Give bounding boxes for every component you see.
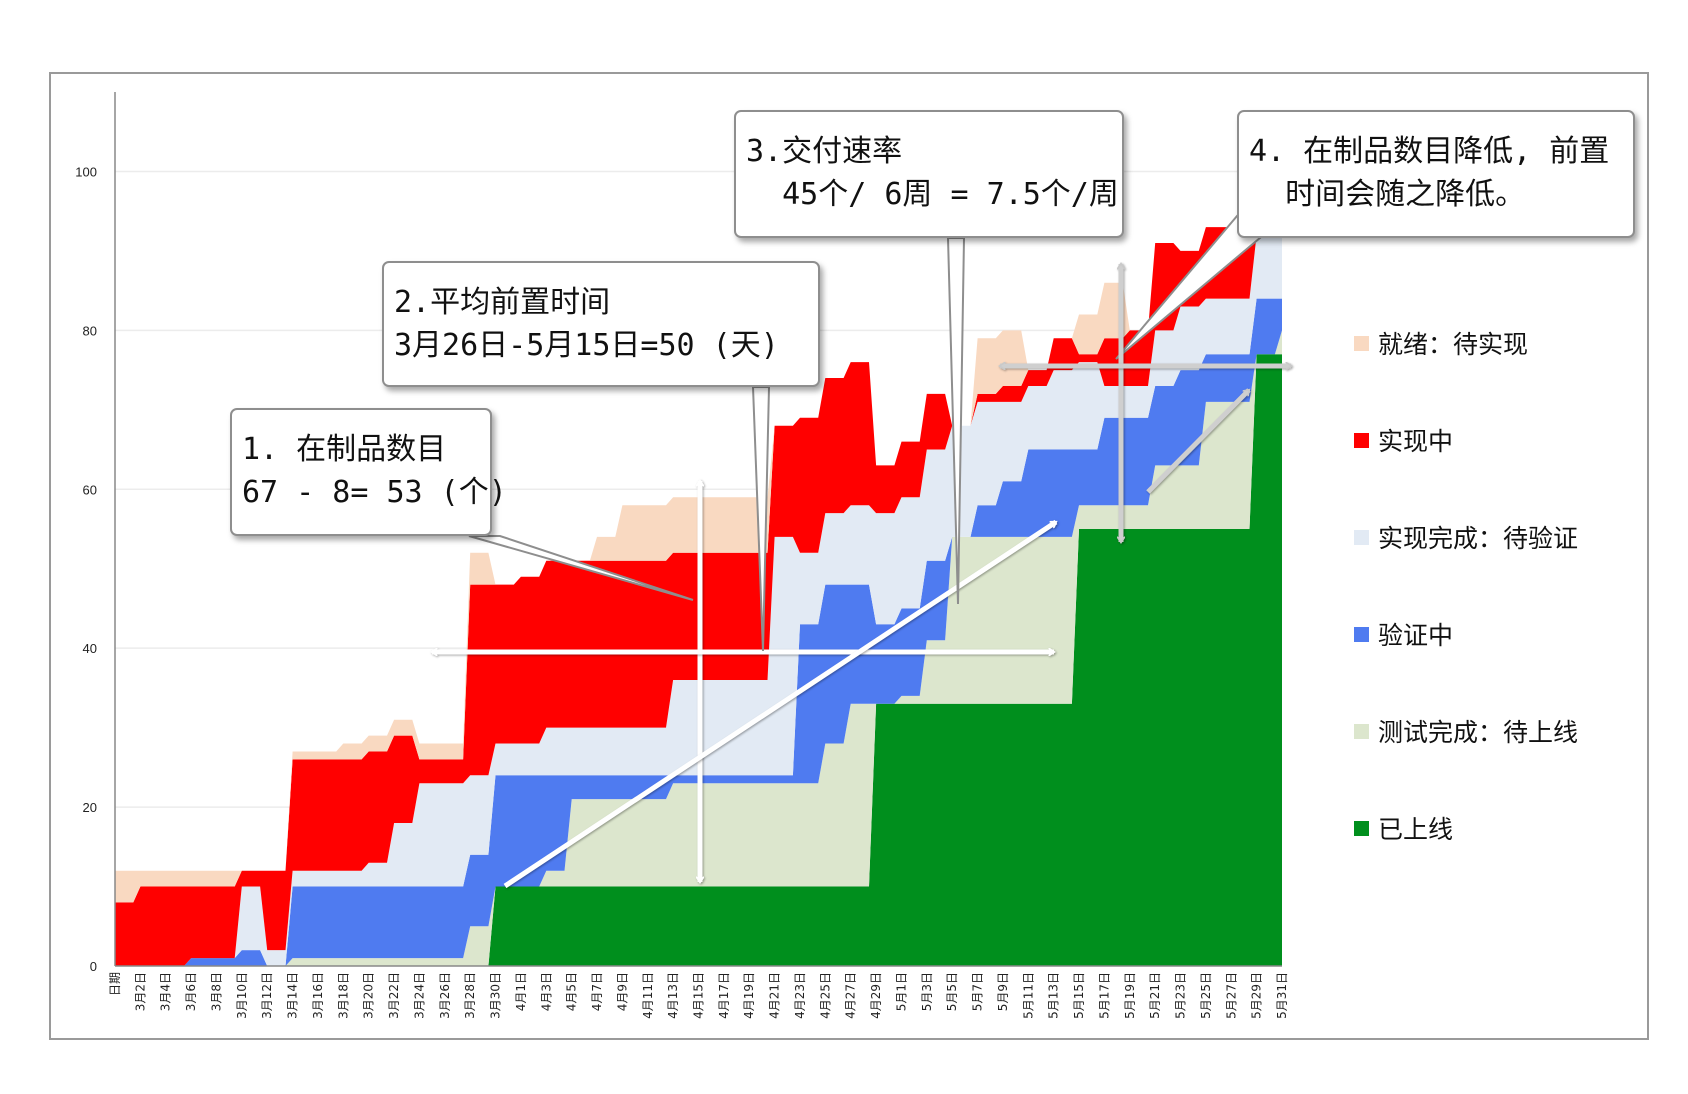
annotation-arrows: [432, 214, 1291, 889]
area-series-0: [115, 354, 1282, 966]
x-tick-label-20: 4月9日: [615, 972, 629, 1011]
x-tick-label-34: 5月7日: [971, 972, 985, 1011]
axes: 0 20 40 60 80 100 日期 3月2日 3月4日 3月6日 3月8日 3月10日 3月12日…: [75, 92, 1289, 1019]
callout-wip-reduction: 4. 在制品数目降低, 前置 时间会随之降低。: [1237, 110, 1635, 238]
x-tick-label-38: 5月15日: [1072, 972, 1086, 1019]
x-tick-label-8: 3月16日: [311, 972, 325, 1019]
x-tick-label-30: 4月29日: [869, 972, 883, 1019]
y-tick-label-60: 60: [83, 482, 97, 497]
x-tick-label-29: 4月27日: [844, 972, 858, 1019]
callout-throughput-line1: 3.交付速率: [746, 134, 903, 169]
x-tick-label-19: 4月7日: [590, 972, 604, 1011]
legend-swatch-3: [1354, 627, 1369, 642]
y-tick-label-40: 40: [83, 641, 97, 656]
x-tick-label-10: 3月20日: [362, 972, 376, 1019]
y-tick-label-80: 80: [83, 323, 97, 338]
x-tick-label-14: 3月28日: [463, 972, 477, 1019]
x-tick-label-16: 4月1日: [514, 972, 528, 1011]
x-tick-label-15: 3月30日: [489, 972, 503, 1019]
x-tick-label-2: 3月4日: [159, 972, 173, 1011]
x-tick-label-25: 4月19日: [742, 972, 756, 1019]
area-series-3: [115, 235, 1282, 966]
x-tick-label-33: 5月5日: [945, 972, 959, 1011]
x-tick-label-3: 3月6日: [184, 972, 198, 1011]
chart-frame: 0 20 40 60 80 100 日期 3月2日 3月4日 3月6日 3月8日 3月10日 3月12日…: [49, 72, 1649, 1040]
x-tick-label-23: 4月15日: [692, 972, 706, 1019]
callout-throughput: 3.交付速率 45个/ 6周 = 7.5个/周: [734, 110, 1124, 238]
x-tick-label-37: 5月13日: [1047, 972, 1061, 1019]
y-tick-label-0: 0: [90, 959, 97, 974]
x-tick-label-31: 5月1日: [895, 972, 909, 1011]
arrow-throughput-diagonal: [503, 519, 1056, 889]
x-tick-label-24: 4月17日: [717, 972, 731, 1019]
legend-label-3: 验证中: [1378, 621, 1453, 650]
legend-label-5: 已上线: [1378, 815, 1453, 844]
legend-swatch-4: [1354, 724, 1369, 739]
callout-lead-time-line1: 2.平均前置时间: [394, 285, 611, 320]
pointer-throughput: [946, 237, 966, 605]
legend-label-2: 实现完成：待验证: [1378, 524, 1578, 553]
x-tick-label-43: 5月25日: [1199, 972, 1213, 1019]
callout-lead-time: 2.平均前置时间 3月26日-5月15日=50 (天): [382, 261, 820, 387]
x-tick-label-46: 5月31日: [1275, 972, 1289, 1019]
x-tick-label-9: 3月18日: [336, 972, 350, 1019]
x-tick-label-45: 5月29日: [1250, 972, 1264, 1019]
legend-label-1: 实现中: [1378, 427, 1453, 456]
callout-wip-line1: 1. 在制品数目: [242, 432, 447, 467]
x-tick-label-32: 5月3日: [920, 972, 934, 1011]
x-tick-label-44: 5月27日: [1224, 972, 1238, 1019]
callout-lead-time-line2: 3月26日-5月15日=50 (天): [394, 328, 779, 363]
callout-wip-reduction-line1: 4. 在制品数目降低, 前置: [1249, 134, 1610, 169]
legend-swatch-0: [1354, 336, 1369, 351]
legend-swatch-5: [1354, 821, 1369, 836]
y-tick-label-100: 100: [75, 164, 97, 179]
x-tick-label-21: 4月11日: [641, 972, 655, 1019]
x-tick-label-26: 4月21日: [768, 972, 782, 1019]
x-tick-label-18: 4月5日: [565, 972, 579, 1011]
x-tick-label-1: 3月2日: [133, 972, 147, 1011]
x-tick-label-0: 日期: [108, 972, 122, 996]
x-tick-label-13: 3月26日: [438, 972, 452, 1019]
legend-swatch-1: [1354, 433, 1369, 448]
x-tick-label-22: 4月13日: [666, 972, 680, 1019]
chart-svg: 0 20 40 60 80 100 日期 3月2日 3月4日 3月6日 3月8日 3月10日 3月12日…: [75, 92, 1578, 1019]
callout-wip: 1. 在制品数目 67 - 8= 53 (个): [230, 408, 507, 536]
legend-label-4: 测试完成：待上线: [1378, 718, 1578, 747]
callout-wip-reduction-line2: 时间会随之降低。: [1249, 177, 1526, 212]
x-tick-label-5: 3月10日: [235, 972, 249, 1019]
pointer-wip: [468, 535, 694, 601]
legend-label-0: 就绪：待实现: [1378, 330, 1528, 359]
callout-throughput-line2: 45个/ 6周 = 7.5个/周: [746, 177, 1119, 212]
y-tick-label-20: 20: [83, 800, 97, 815]
legend-swatch-2: [1354, 530, 1369, 545]
x-tick-label-36: 5月11日: [1021, 972, 1035, 1019]
pointer-lead-time: [751, 386, 771, 652]
x-tick-label-12: 3月24日: [412, 972, 426, 1019]
arrow-reduced-throughput: [1146, 388, 1251, 494]
x-tick-label-39: 5月17日: [1097, 972, 1111, 1019]
x-tick-label-27: 4月23日: [793, 972, 807, 1019]
x-tick-label-11: 3月22日: [387, 972, 401, 1019]
x-tick-label-41: 5月21日: [1148, 972, 1162, 1019]
x-tick-label-6: 3月12日: [260, 972, 274, 1019]
x-tick-label-40: 5月19日: [1123, 972, 1137, 1019]
callout-wip-line2: 67 - 8= 53 (个): [242, 475, 507, 510]
x-tick-label-17: 4月3日: [539, 972, 553, 1011]
x-tick-label-4: 3月8日: [210, 972, 224, 1011]
x-tick-label-42: 5月23日: [1174, 972, 1188, 1019]
x-tick-label-7: 3月14日: [286, 972, 300, 1019]
x-tick-label-35: 5月9日: [996, 972, 1010, 1011]
x-tick-label-28: 4月25日: [818, 972, 832, 1019]
